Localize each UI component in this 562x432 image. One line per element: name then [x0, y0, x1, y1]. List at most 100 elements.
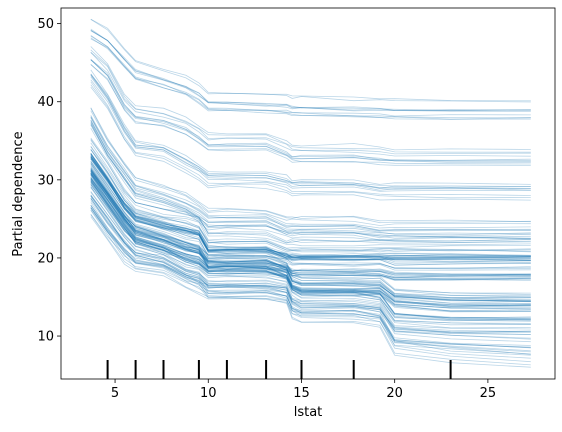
x-tick-label: 25	[480, 386, 497, 401]
ice-line	[90, 173, 531, 280]
ice-line	[90, 28, 531, 112]
ice-line	[90, 52, 531, 155]
ice-line	[90, 169, 531, 278]
ice-line	[90, 171, 531, 302]
y-tick-label: 10	[37, 330, 54, 345]
ice-line	[90, 169, 531, 277]
x-tick-label: 10	[200, 386, 217, 401]
ice-line	[90, 183, 531, 322]
ice-line	[90, 29, 531, 111]
ice-line	[90, 35, 531, 117]
ice-line	[90, 156, 531, 260]
ice-line	[90, 173, 531, 281]
ice-line	[90, 69, 531, 185]
ice-line	[90, 153, 531, 259]
y-tick-label: 40	[37, 95, 54, 110]
ice-line	[90, 161, 531, 270]
ice-line	[90, 180, 531, 313]
ice-line	[90, 170, 531, 279]
ice-line	[90, 154, 531, 263]
ice-line	[90, 192, 531, 330]
ice-line	[90, 86, 531, 201]
ice-line	[90, 158, 531, 266]
ice-line	[90, 153, 531, 257]
y-axis: 10 20 30 40 50	[37, 17, 61, 345]
ice-line	[90, 209, 531, 353]
x-tick-label: 15	[293, 386, 310, 401]
ice-line	[90, 117, 531, 232]
ice-line	[90, 49, 531, 153]
ice-line	[90, 210, 531, 363]
ice-line	[90, 156, 531, 260]
ice-line	[90, 200, 531, 343]
ice-line	[90, 59, 531, 162]
ice-line	[90, 59, 531, 163]
ice-line	[90, 196, 531, 333]
ice-line	[90, 108, 531, 223]
ice-line	[90, 81, 531, 196]
ice-line	[90, 182, 531, 320]
ice-line	[90, 73, 531, 187]
ice-line	[90, 107, 531, 224]
ice-line	[90, 174, 531, 305]
ice-line	[90, 35, 531, 119]
ice-line	[90, 168, 531, 275]
ice-line	[90, 195, 531, 333]
ice-line	[90, 64, 531, 165]
ice-line	[90, 124, 531, 241]
ice-line	[90, 38, 531, 120]
ice-line	[90, 214, 531, 366]
ice-line	[90, 158, 531, 261]
ice-line	[90, 155, 531, 263]
ice-line	[90, 173, 531, 305]
ice-line	[90, 137, 531, 243]
ice-line	[90, 158, 531, 266]
ice-line	[90, 30, 531, 112]
ice-line	[90, 166, 531, 299]
ice-line	[90, 73, 531, 189]
ice-line	[90, 18, 531, 102]
ice-line	[90, 79, 531, 192]
ice-line	[90, 119, 531, 236]
ice-line	[90, 158, 531, 262]
ice-line	[90, 184, 531, 322]
y-axis-label: Partial dependence	[11, 131, 26, 256]
ice-line	[90, 186, 531, 324]
ice-line	[90, 181, 531, 319]
ice-line	[90, 37, 531, 120]
ice-line	[90, 172, 531, 304]
ice-line	[90, 205, 531, 356]
ice-line	[90, 156, 531, 259]
ice-line	[90, 169, 531, 279]
ice-line	[90, 167, 531, 298]
ice-line	[90, 169, 531, 301]
ice-line	[90, 194, 531, 332]
ice-line	[90, 116, 531, 231]
ice-line	[90, 196, 531, 335]
ice-line	[90, 170, 531, 302]
ice-line	[90, 177, 531, 310]
ice-line	[90, 163, 531, 295]
ice-line	[90, 191, 531, 329]
ice-line	[90, 123, 531, 239]
deciles-rug	[106, 360, 452, 379]
ice-line	[90, 181, 531, 320]
ice-line	[90, 171, 531, 277]
ice-line	[90, 59, 531, 162]
ice-line	[90, 153, 531, 258]
ice-line	[90, 153, 531, 257]
ice-line	[90, 19, 531, 103]
ice-line	[90, 155, 531, 260]
ice-line	[90, 172, 531, 303]
ice-line	[90, 187, 531, 326]
ice-line	[90, 149, 531, 253]
x-tick-label: 20	[386, 386, 403, 401]
ice-line	[90, 197, 531, 335]
ice-line	[90, 172, 531, 302]
ice-line	[90, 204, 531, 346]
ice-line	[90, 154, 531, 259]
ice-line	[90, 146, 531, 249]
ice-line	[90, 175, 531, 306]
